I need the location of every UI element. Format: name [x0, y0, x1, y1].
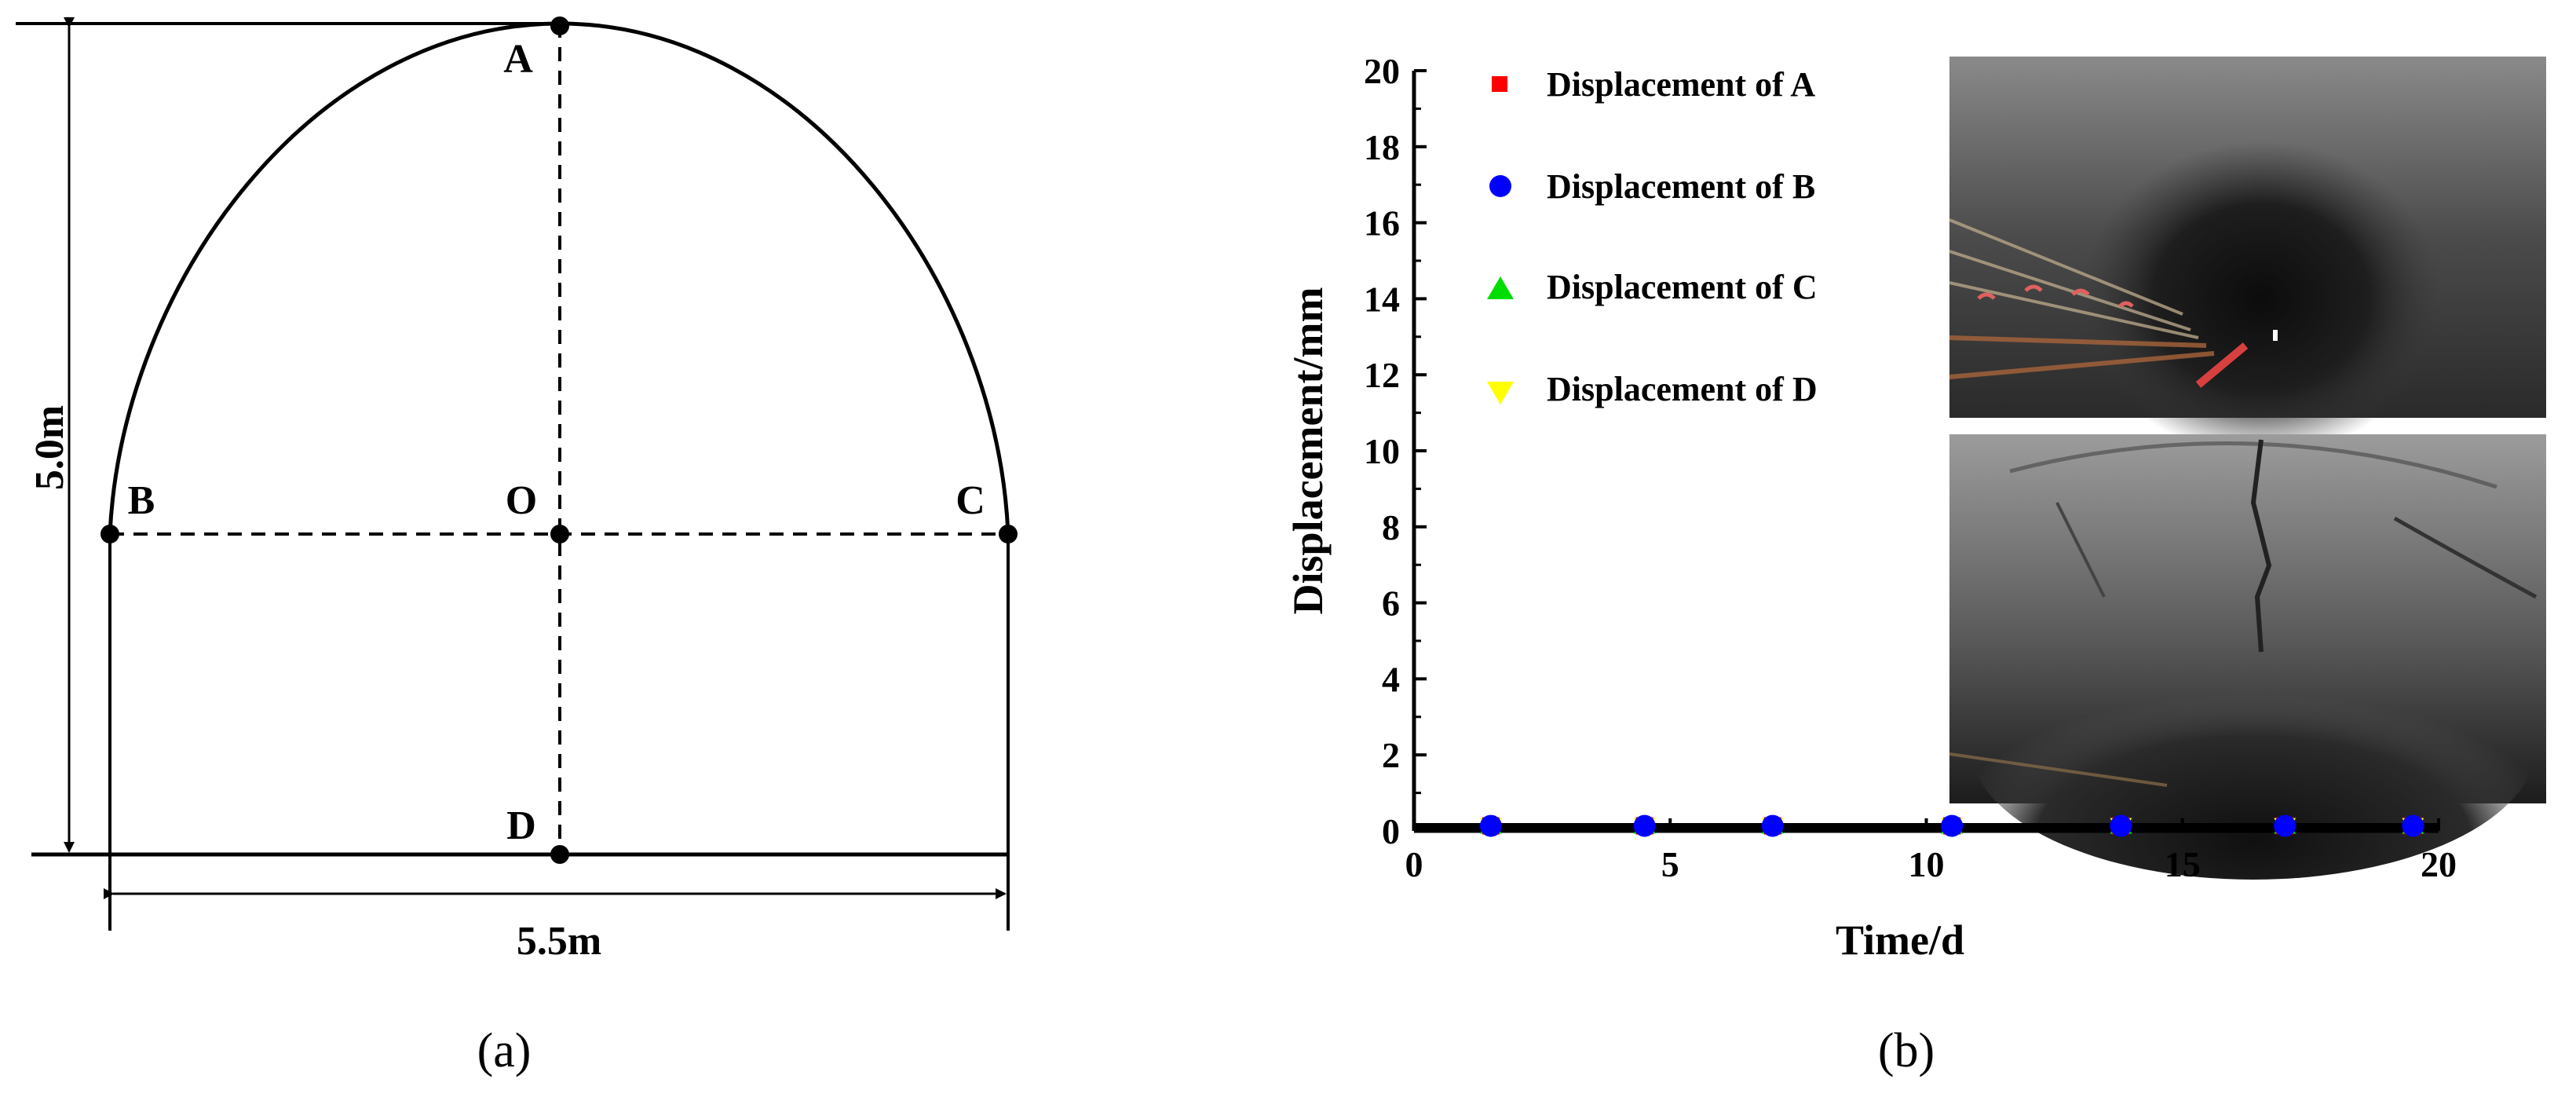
point-o-dot — [550, 525, 569, 543]
point-o-label: O — [506, 478, 537, 523]
displacement-chart: 0 2 4 6 8 10 12 14 16 18 20 0 5 10 15 20 Displacement/… — [1284, 51, 2546, 1078]
tunnel-cross-section-diagram: 5.0m 5.5m A B C D O (a) — [16, 16, 1018, 1078]
panel-b-caption: (b) — [1878, 1024, 1935, 1078]
legend-marker-c — [1487, 276, 1514, 299]
y-tick-label: 2 — [1382, 735, 1400, 775]
y-axis-ticks: 0 2 4 6 8 10 12 14 16 18 20 — [1364, 51, 1427, 851]
legend: Displacement of A Displacement of B Disp… — [1487, 65, 1818, 408]
marker-displacement-of-b — [1941, 814, 1964, 837]
marker-displacement-of-b — [1761, 814, 1784, 837]
x-tick-label: 5 — [1661, 844, 1679, 884]
panel-a-caption: (a) — [477, 1024, 532, 1078]
y-tick-label: 4 — [1382, 659, 1400, 699]
tunnel-photo-upper — [1949, 57, 2546, 456]
height-dimension-label: 5.0m — [27, 405, 72, 490]
legend-label-c: Displacement of C — [1547, 268, 1818, 306]
x-axis-ticks: 0 5 10 15 20 — [1405, 818, 2457, 884]
point-a-label: A — [503, 37, 533, 82]
legend-label-d: Displacement of D — [1547, 370, 1818, 408]
y-tick-label: 0 — [1382, 811, 1400, 851]
y-tick-label: 20 — [1364, 51, 1400, 91]
width-dimension-label: 5.5m — [517, 919, 601, 964]
marker-displacement-of-b — [2402, 814, 2424, 837]
marker-displacement-of-b — [1479, 814, 1502, 837]
x-tick-label: 0 — [1405, 844, 1423, 884]
y-tick-label: 16 — [1364, 203, 1400, 243]
y-tick-label: 6 — [1382, 584, 1400, 624]
y-axis-title: Displacement/mm — [1284, 287, 1332, 615]
marker-displacement-of-b — [2274, 814, 2296, 837]
legend-label-b: Displacement of B — [1547, 167, 1815, 206]
y-tick-label: 14 — [1364, 279, 1400, 319]
point-c-label: C — [955, 478, 985, 523]
point-b-label: B — [128, 478, 155, 523]
y-tick-label: 8 — [1382, 507, 1400, 547]
point-b-dot — [100, 525, 119, 543]
x-axis-title: Time/d — [1836, 917, 1964, 964]
legend-label-a: Displacement of A — [1547, 65, 1815, 104]
x-tick-label: 15 — [2165, 844, 2201, 884]
x-tick-label: 10 — [1909, 844, 1945, 884]
y-tick-label: 18 — [1364, 127, 1400, 167]
point-a-dot — [550, 16, 569, 35]
legend-marker-d — [1487, 382, 1514, 404]
y-tick-label: 12 — [1364, 355, 1400, 395]
point-d-dot — [550, 845, 569, 864]
marker-displacement-of-b — [2110, 814, 2132, 837]
legend-marker-a — [1492, 76, 1507, 92]
y-tick-label: 10 — [1364, 431, 1400, 471]
x-tick-label: 20 — [2421, 844, 2457, 884]
tunnel-photo-lower — [1949, 434, 2546, 880]
marker-displacement-of-b — [1633, 814, 1656, 837]
legend-marker-b — [1489, 175, 1511, 197]
data-markers — [1479, 814, 2424, 837]
point-d-label: D — [506, 803, 536, 848]
point-c-dot — [999, 525, 1018, 543]
